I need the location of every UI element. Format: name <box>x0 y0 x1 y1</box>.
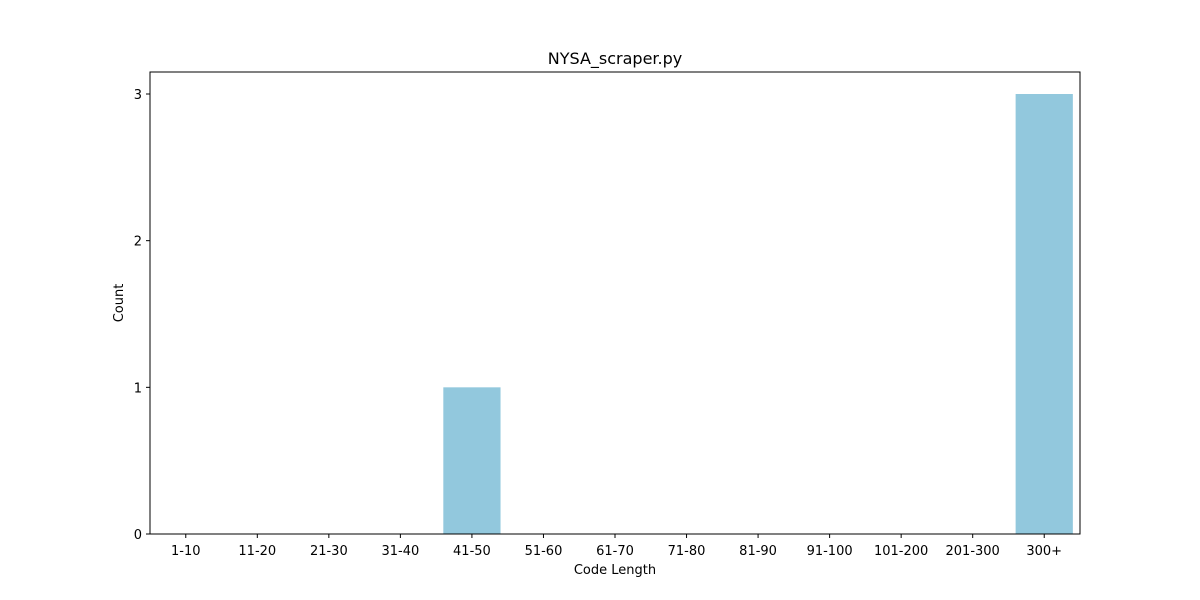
y-tick-label: 1 <box>134 381 142 396</box>
x-tick-label: 300+ <box>1026 544 1062 559</box>
x-tick-label: 51-60 <box>525 544 563 559</box>
x-axis-label: Code Length <box>574 563 656 578</box>
x-tick-label: 61-70 <box>596 544 634 559</box>
bar-41-50 <box>443 387 501 534</box>
y-axis: 0 1 2 3 <box>134 88 150 543</box>
y-tick-label: 0 <box>134 528 142 543</box>
x-tick-label: 11-20 <box>238 544 276 559</box>
x-axis: 1-10 11-20 21-30 31-40 41-50 51-60 61-70 71-80 8… <box>171 534 1062 559</box>
bars-layer <box>443 94 1073 534</box>
x-tick-label: 1-10 <box>171 544 201 559</box>
y-axis-label: Count <box>112 284 127 323</box>
x-tick-label: 71-80 <box>668 544 706 559</box>
x-tick-label: 101-200 <box>874 544 928 559</box>
x-tick-label: 31-40 <box>381 544 419 559</box>
x-tick-label: 201-300 <box>946 544 1000 559</box>
x-tick-label: 81-90 <box>739 544 777 559</box>
x-tick-label: 91-100 <box>807 544 853 559</box>
y-tick-label: 2 <box>134 235 142 250</box>
x-tick-label: 41-50 <box>453 544 491 559</box>
chart-title: NYSA_scraper.py <box>548 49 682 69</box>
plot-area-frame <box>149 71 1081 535</box>
bar-300+ <box>1015 94 1073 534</box>
x-tick-label: 21-30 <box>310 544 348 559</box>
y-tick-label: 3 <box>134 88 142 103</box>
